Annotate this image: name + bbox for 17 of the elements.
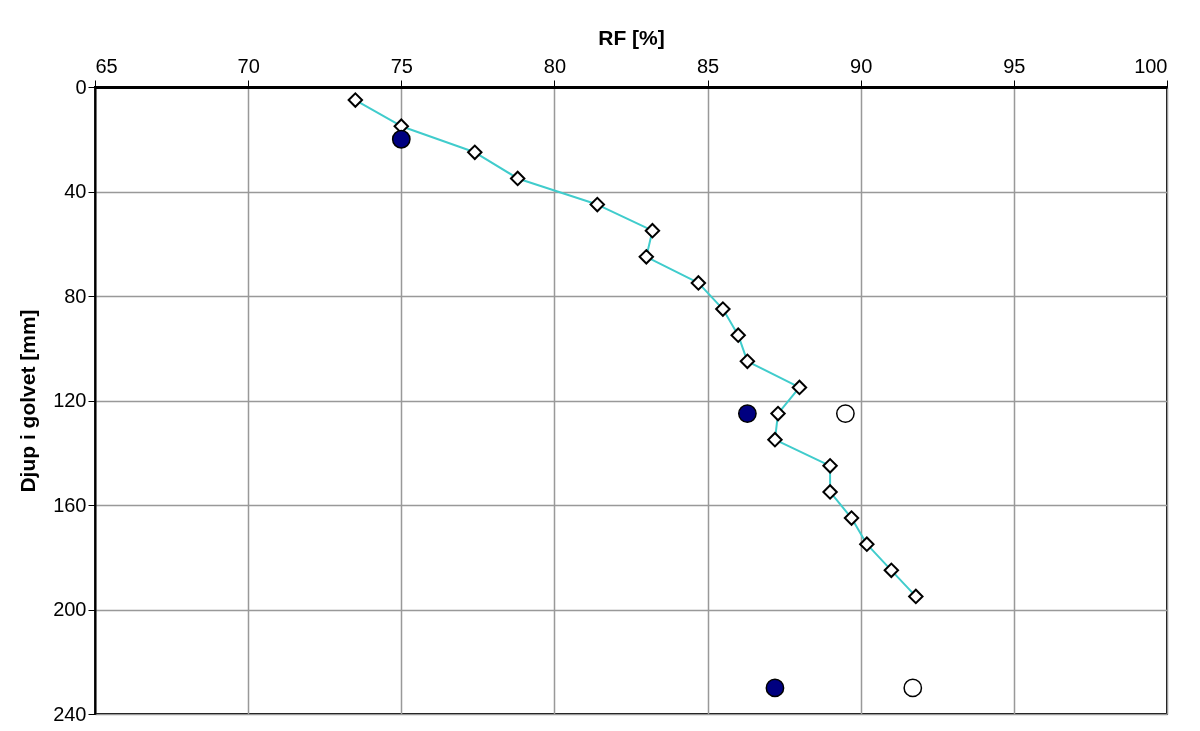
x-tick-label: 65	[95, 54, 118, 77]
x-tick-label: 80	[543, 54, 567, 77]
y-tick-label: 240	[53, 702, 87, 725]
y-axis-title: Djup i golvet [mm]	[16, 309, 40, 493]
x-tick-label: 90	[850, 54, 873, 77]
y-tick-label: 80	[64, 284, 87, 307]
x-tick-label: 85	[696, 54, 720, 77]
x-tick-label: 100	[1134, 54, 1168, 77]
x-axis-title: RF [%]	[598, 25, 665, 49]
x-tick-label: 95	[1003, 54, 1026, 77]
x-tick-label: 75	[390, 54, 413, 77]
y-tick-label: 40	[64, 180, 87, 202]
y-tick-label: 200	[53, 598, 87, 620]
y-tick-label: 0	[75, 75, 87, 98]
y-tick-label: 160	[53, 493, 87, 516]
y-tick-label: 120	[53, 389, 87, 411]
x-tick-label: 70	[237, 54, 260, 77]
